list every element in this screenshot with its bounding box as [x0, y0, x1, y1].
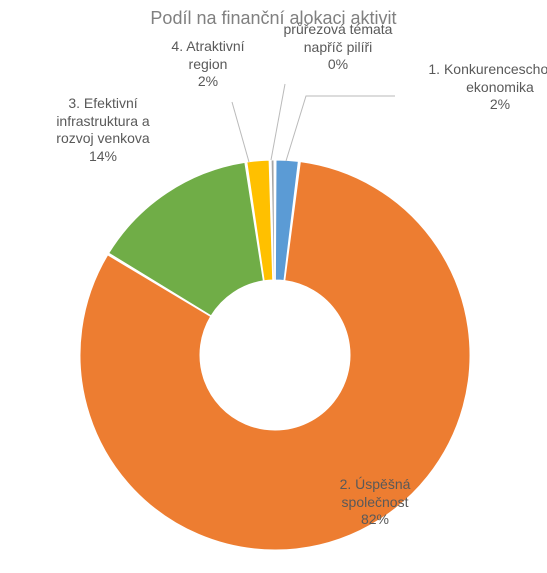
label-text: společnost [342, 494, 409, 510]
label-s1: 1. Konkurenceschopná ekonomika2% [420, 61, 547, 114]
donut-chart: Podíl na finanční alokaci aktivit 1. Kon… [0, 0, 547, 573]
label-percent: 2% [198, 73, 218, 89]
label-text: průřezová témata [284, 21, 393, 37]
label-s5: průřezová témata napříč pilíři0% [258, 21, 418, 74]
label-text: region [189, 56, 228, 72]
label-text: napříč pilíři [304, 39, 372, 55]
label-percent: 2% [490, 96, 510, 112]
leader-s4 [232, 102, 249, 162]
leader-s1 [286, 96, 395, 161]
label-text: 4. Atraktivní [171, 38, 244, 54]
label-text: rozvoj venkova [56, 130, 149, 146]
label-s2: 2. Úspěšná společnost82% [295, 476, 455, 529]
label-s3: 3. Efektivní infrastruktura arozvoj venko… [23, 95, 183, 165]
leader-s5 [271, 84, 285, 160]
label-text: 1. Konkurenceschopná [428, 61, 547, 77]
label-text: 2. Úspěšná [340, 476, 411, 492]
label-percent: 0% [328, 56, 348, 72]
label-text: infrastruktura a [56, 113, 149, 129]
label-percent: 14% [89, 148, 117, 164]
label-text: 3. Efektivní [68, 95, 137, 111]
label-text: ekonomika [466, 79, 534, 95]
label-percent: 82% [361, 511, 389, 527]
